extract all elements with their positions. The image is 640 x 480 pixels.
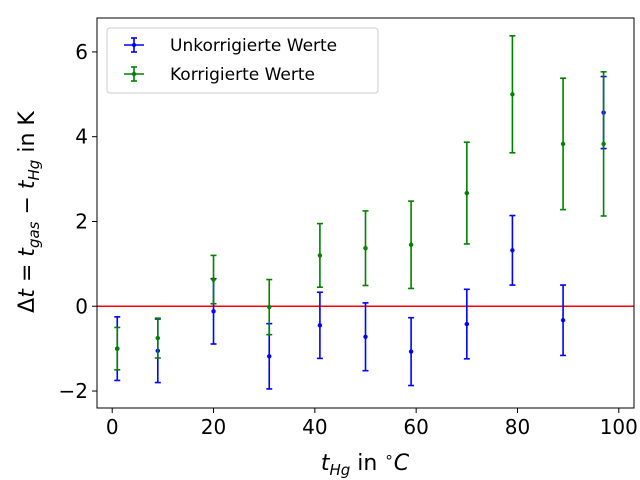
y-axis-title: Δt = tgas − tHg in K <box>15 111 43 313</box>
data-point <box>601 141 606 147</box>
data-point <box>267 354 272 359</box>
legend: Unkorrigierte Werte Korrigierte Werte <box>106 27 379 94</box>
data-point <box>408 349 414 354</box>
data-point <box>510 92 515 97</box>
data-point <box>317 253 323 258</box>
x-tick-label: 80 <box>505 415 530 439</box>
ticks-layer: 0 20 40 60 80 100 −2 0 2 4 6 <box>59 40 638 439</box>
legend-label: Unkorrigierte Werte <box>170 36 337 56</box>
data-point <box>155 335 160 341</box>
data-point <box>560 141 566 147</box>
data-point <box>464 321 470 327</box>
legend-box <box>106 27 379 94</box>
x-tick-label: 40 <box>302 415 327 439</box>
data-point <box>510 248 515 253</box>
y-tick-label: 0 <box>75 294 88 318</box>
y-tick-label: 6 <box>75 40 88 64</box>
x-tick-label: 0 <box>106 415 119 439</box>
y-tick-label: 4 <box>75 125 88 149</box>
x-tick-label: 20 <box>201 415 226 439</box>
y-tick-label: 2 <box>75 209 88 233</box>
data-point <box>363 334 368 339</box>
y-tick-label: −2 <box>59 379 88 403</box>
data-point <box>115 346 120 351</box>
x-axis-title: tHg in ∘C <box>321 448 410 479</box>
plot-frame <box>96 17 635 409</box>
data-point <box>560 318 566 323</box>
series-2 <box>114 35 607 371</box>
series-1 <box>114 75 607 390</box>
data-point <box>211 277 216 282</box>
legend-label: Korrigierte Werte <box>170 65 315 85</box>
data-point <box>408 242 414 247</box>
data-point <box>317 323 323 328</box>
data-point <box>464 190 470 196</box>
data-point <box>267 304 272 310</box>
x-tick-label: 60 <box>403 415 428 439</box>
series-layer <box>97 35 634 390</box>
legend-marker-point <box>131 42 137 48</box>
data-point <box>211 309 216 314</box>
legend-marker-point <box>131 71 137 77</box>
x-tick-label: 100 <box>600 415 638 439</box>
data-point <box>363 245 368 251</box>
